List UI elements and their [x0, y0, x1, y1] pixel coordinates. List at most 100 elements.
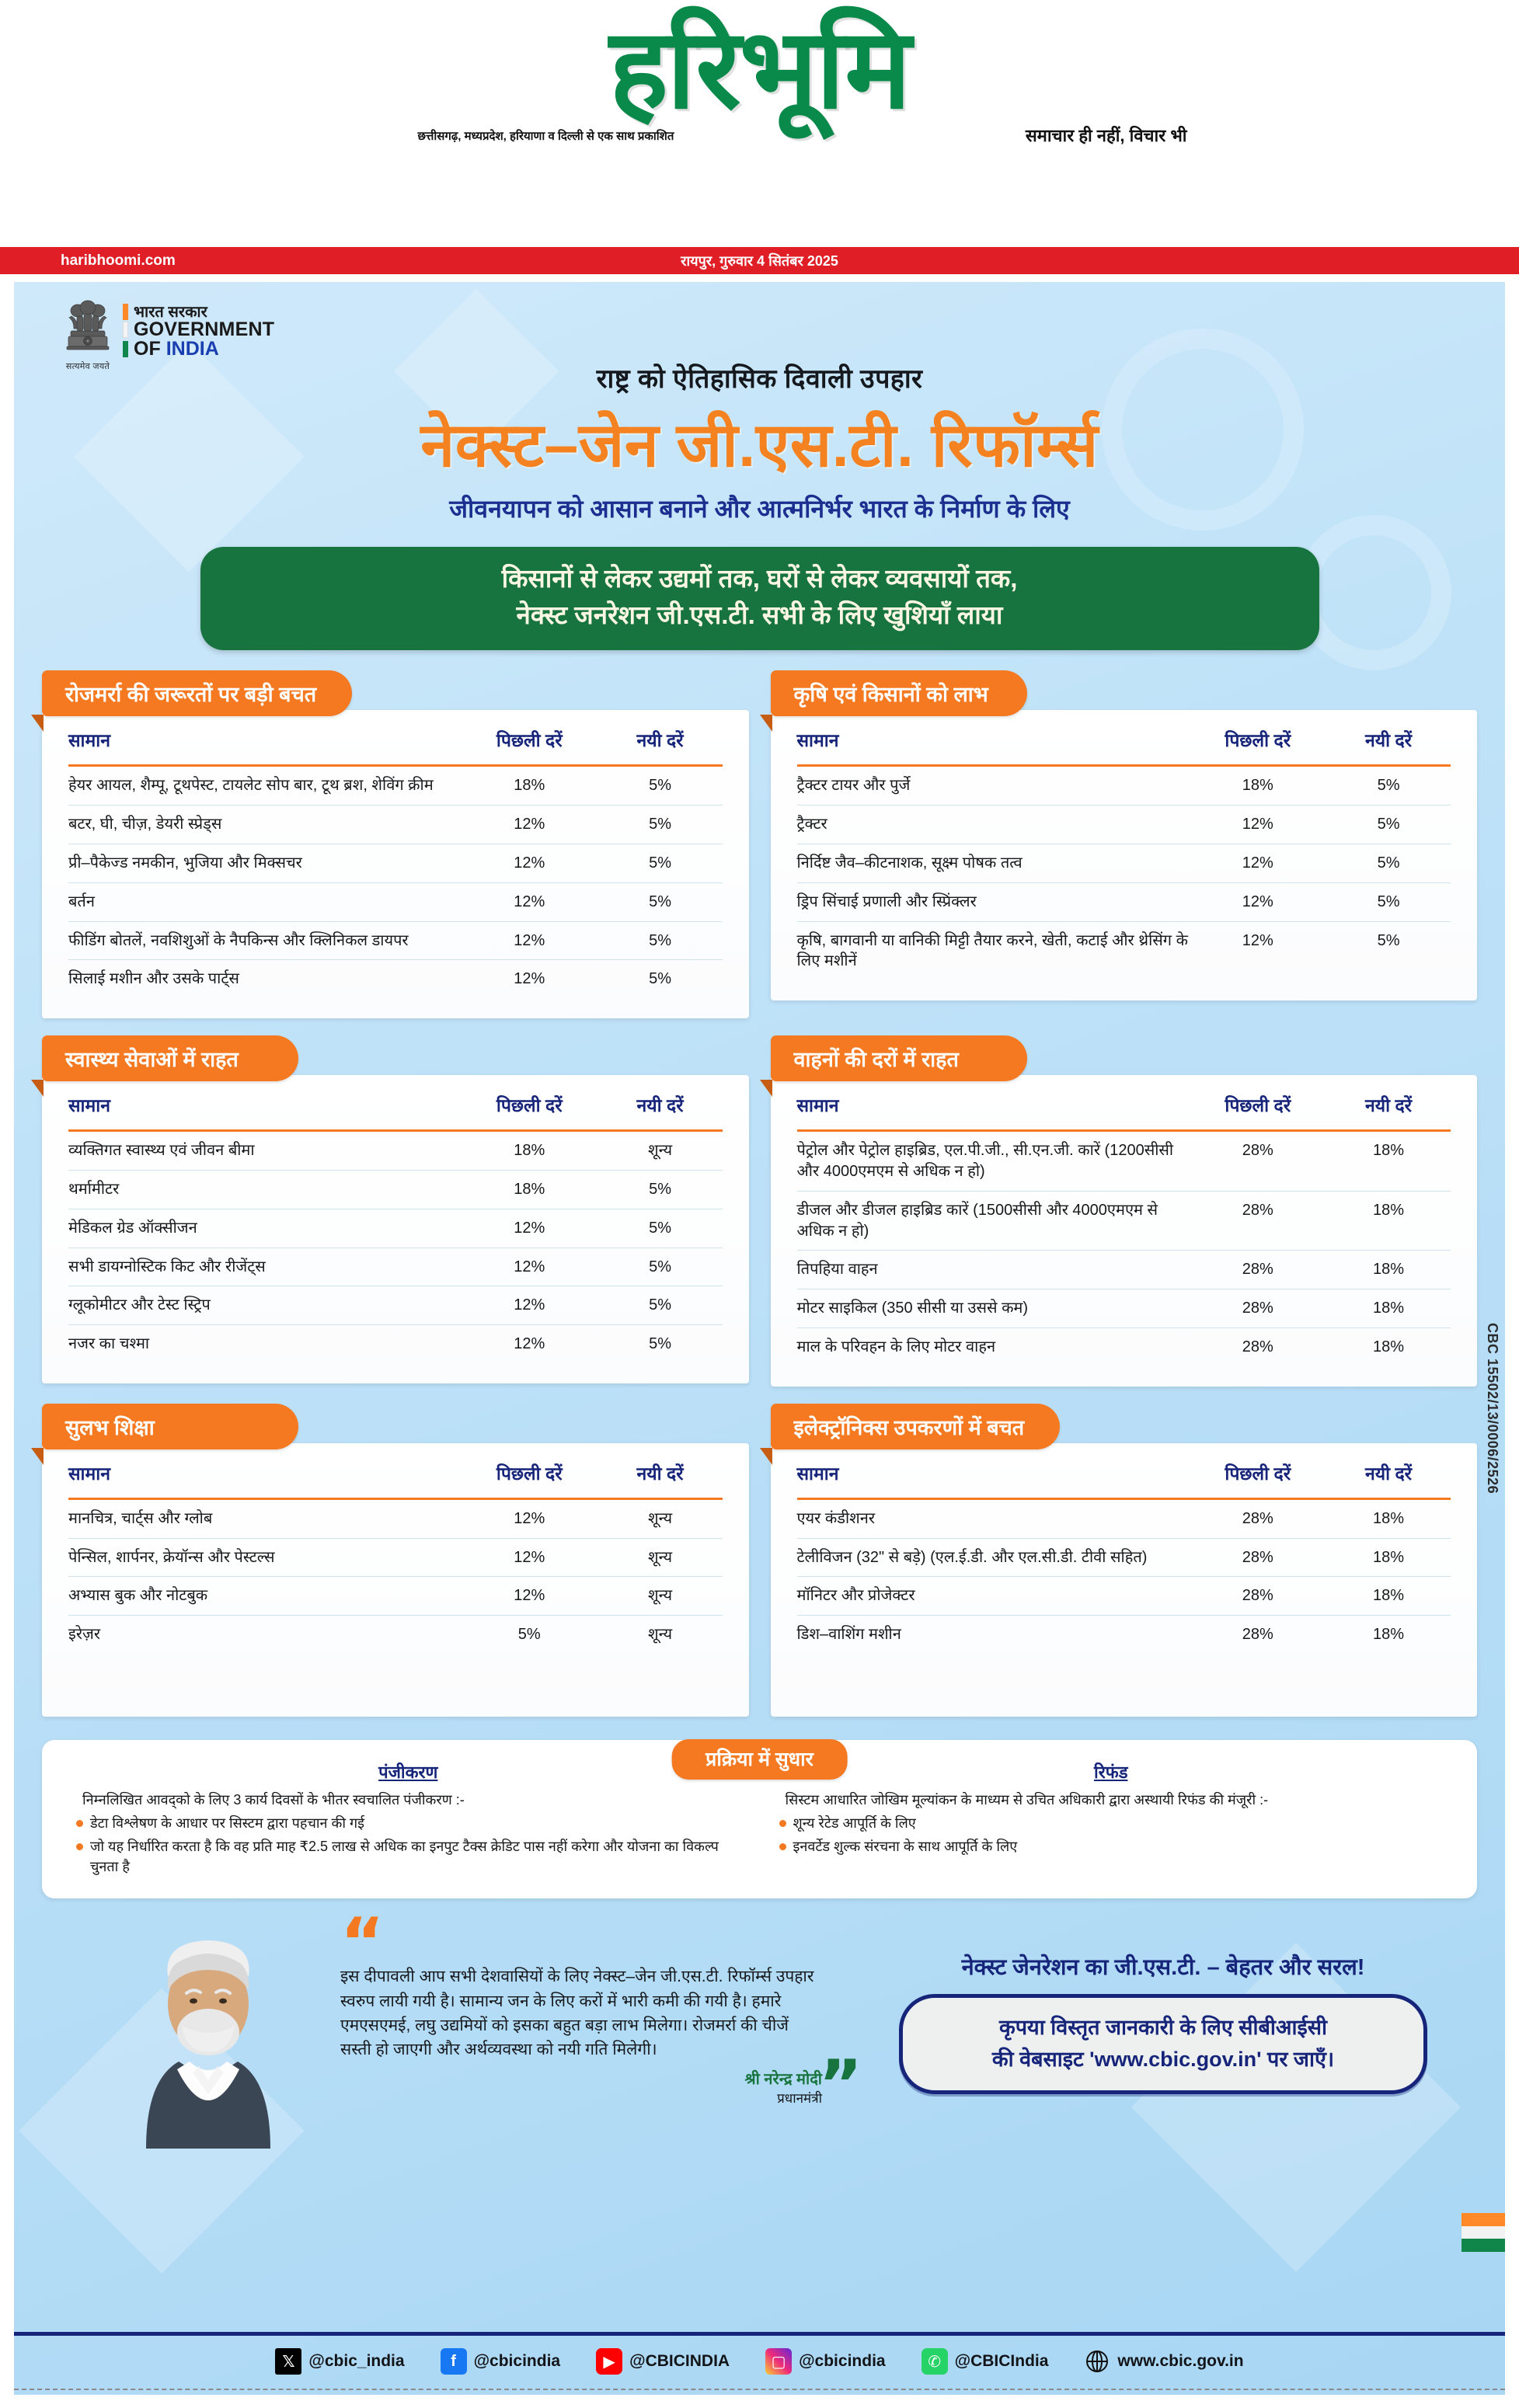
ashoka-emblem-icon: सत्यमेव जयते [59, 299, 117, 372]
cell-new-rate: 5% [597, 1209, 723, 1248]
column-header-new-rate: नयी दरें [636, 1095, 684, 1116]
table-row: व्यक्तिगत स्वास्थ्य एवं जीवन बीमा 18% शून्… [68, 1130, 723, 1171]
social-link[interactable]: www.cbic.gov.in [1084, 2348, 1244, 2375]
cell-item-name: मॉनिटर और प्रोजेक्टर [796, 1576, 1190, 1616]
rate-card-title: वाहनों की दरों में राहत [759, 1035, 1027, 1098]
cell-item-name: ट्रैक्टर टायर और पुर्जे [796, 765, 1190, 806]
cell-new-rate: 5% [597, 882, 723, 922]
facebook-icon[interactable]: f [440, 2348, 467, 2375]
table-row: निर्दिष्ट जैव–कीटनाशक, सूक्ष्म पोषक तत्व… [796, 844, 1451, 883]
cell-old-rate: 28% [1189, 1576, 1327, 1616]
masthead-taglines: छत्तीसगढ़, मध्यप्रदेश, हरियाणा व दिल्ली … [232, 126, 1288, 148]
cell-new-rate: 5% [597, 921, 723, 961]
whatsapp-icon[interactable]: ✆ [921, 2348, 948, 2375]
registration-column: पंजीकरण निम्नलिखित आवद्को के लिए 3 कार्य… [73, 1760, 744, 1877]
rate-card-body: सामान पिछली दरें नयी दरें ट्रैक्टर टायर और … [770, 710, 1477, 1001]
youtube-icon[interactable]: ▶ [596, 2348, 623, 2375]
registration-heading: पंजीकरण [378, 1762, 438, 1782]
cta-website-pill[interactable]: कृपया विस्तृत जानकारी के लिए सीबीआईसी की… [899, 1994, 1427, 2095]
green-ribbon-banner: किसानों से लेकर उद्यमों तक, घरों से लेकर… [200, 546, 1319, 651]
cell-old-rate: 28% [1242, 1338, 1273, 1356]
flag-white-stripe [1462, 2225, 1505, 2239]
table-row: प्री–पैकेज्ड नमकीन, भुजिया और मिक्सचर 12%… [68, 844, 723, 883]
cell-item-name: ड्रिप सिंचाई प्रणाली और स्प्रिंक्लर [796, 882, 1190, 922]
refund-bullets: शून्य रेटेड आपूर्ति के लिए इनवर्टेड शुल्क… [776, 1813, 1447, 1856]
social-handle: @cbicindia [799, 2352, 886, 2370]
instagram-icon[interactable]: ▢ [765, 2348, 793, 2375]
social-link[interactable]: ▢ @cbicindia [765, 2348, 886, 2375]
column-header-new-rate: नयी दरें [636, 1463, 684, 1484]
cell-item-name: इरेज़र [68, 1626, 101, 1644]
rate-card: कृषि एवं किसानों को लाभ सामान पिछली दरें नय… [759, 670, 1477, 1018]
table-row: तिपहिया वाहन 28% 18% [796, 1250, 1451, 1290]
publication-dateline: रायपुर, गुरुवार 4 सितंबर 2025 [681, 252, 838, 269]
cell-old-rate: 18% [1189, 765, 1327, 806]
cell-old-rate: 28% [1189, 1191, 1327, 1251]
cell-item-name: हेयर आयल, शैम्पू, टूथपेस्ट, टायलेट सोप ब… [68, 765, 461, 806]
cell-item-name: डिश–वाशिंग मशीन [796, 1626, 901, 1644]
cell-new-rate: 5% [597, 1247, 723, 1287]
social-media-bar: 𝕏 @cbic_india f @cbicindia ▶ @CBICINDIA ▢ @cbic… [14, 2332, 1505, 2375]
registration-bullets: डेटा विश्लेषण के आधार पर सिस्टम द्वारा प… [73, 1813, 744, 1877]
social-link[interactable]: 𝕏 @cbic_india [275, 2348, 405, 2375]
goi-english-row-2: OF INDIA [123, 339, 274, 359]
quote-close-mark-icon: ” [818, 2045, 862, 2124]
column-header-old-rate: पिछली दरें [496, 730, 563, 751]
column-header-old-rate: पिछली दरें [1225, 1463, 1291, 1484]
quote-block: “ इस दीपावली आप सभी देशवासियों के लिए ने… [340, 1909, 862, 2118]
rate-table: सामान पिछली दरें नयी दरें व्यक्तिगत स्वास्थ… [68, 1092, 723, 1363]
masthead: हरिभूमि छत्तीसगढ़, मध्यप्रदेश, हरियाणा व… [0, 0, 1519, 247]
headline-kicker: राष्ट्र को ऐतिहासिक दिवाली उपहार [596, 364, 923, 394]
registration-bullet: डेटा विश्लेषण के आधार पर सिस्टम द्वारा प… [73, 1813, 744, 1833]
cell-item-name: निर्दिष्ट जैव–कीटनाशक, सूक्ष्म पोषक तत्व [796, 844, 1190, 883]
cell-new-rate: 18% [1326, 1576, 1451, 1616]
cell-new-rate: 18% [1326, 1130, 1451, 1192]
cell-item-name: मेडिकल ग्रेड ऑक्सीजन [68, 1209, 461, 1248]
cell-item-name: माल के परिवहन के लिए मोटर वाहन [796, 1338, 996, 1356]
cell-item-name: बटर, घी, चीज़, डेयरी स्प्रेड्स [68, 805, 461, 845]
table-header-row: सामान पिछली दरें नयी दरें [68, 727, 723, 766]
cell-new-rate: शून्य [648, 1626, 673, 1644]
cell-old-rate: 28% [1189, 1538, 1327, 1578]
table-row: डिश–वाशिंग मशीन 28% 18% [797, 1616, 1451, 1654]
flag-saffron-stripe [1462, 2213, 1505, 2226]
cell-new-rate: 5% [1326, 844, 1451, 883]
cell-new-rate: 5% [597, 844, 723, 883]
table-row: ग्लूकोमीटर और टेस्ट स्ट्रिप 12% 5% [68, 1286, 723, 1326]
cell-item-name: नजर का चश्मा [68, 1335, 150, 1353]
rate-card: रोजमर्रा की जरूरतों पर बड़ी बचत सामान पिछल… [30, 670, 749, 1019]
publication-website-link[interactable]: haribhoomi.com [61, 252, 176, 269]
satyamev-jayate-motto: सत्यमेव जयते [65, 362, 110, 371]
column-header-new-rate: नयी दरें [1365, 730, 1413, 751]
cell-old-rate: 28% [1189, 1130, 1327, 1192]
social-link[interactable]: f @cbicindia [440, 2348, 560, 2375]
government-of-india-logo: सत्यमेव जयते भारत सरकार GOVERNMENT OF IN… [59, 299, 274, 372]
cell-item-name: मोटर साइकिल (350 सीसी या उससे कम) [796, 1289, 1190, 1329]
social-link[interactable]: ✆ @CBICIndia [921, 2348, 1049, 2375]
x-twitter-icon[interactable]: 𝕏 [275, 2348, 302, 2375]
cell-old-rate: 12% [460, 1538, 598, 1578]
publication-slogan: समाचार ही नहीं, विचार भी [1025, 126, 1187, 145]
table-header-row: सामान पिछली दरें नयी दरें [68, 1092, 723, 1131]
table-row: फीडिंग बोतलें, नवशिशुओं के नैपकिन्स और क… [68, 921, 723, 961]
column-header-item: सामान [68, 1095, 110, 1116]
decor-gear-2 [1296, 515, 1451, 670]
cell-new-rate: 5% [597, 1286, 723, 1326]
social-handle: @CBICIndia [954, 2352, 1049, 2370]
refund-heading: रिफंड [1094, 1762, 1128, 1782]
cell-new-rate: 18% [1373, 1626, 1405, 1644]
cell-item-name: अभ्यास बुक और नोटबुक [68, 1576, 461, 1616]
table-row: माल के परिवहन के लिए मोटर वाहन 28% 18% [797, 1328, 1451, 1366]
cell-item-name: ट्रैक्टर [796, 805, 1190, 845]
globe-icon[interactable] [1084, 2348, 1110, 2375]
cbic-website-url[interactable]: 'www.cbic.gov.in' [1089, 2047, 1262, 2071]
goi-government-label: GOVERNMENT [134, 318, 275, 340]
table-header-row: सामान पिछली दरें नयी दरें [796, 1092, 1451, 1131]
cell-old-rate: 12% [1189, 844, 1327, 883]
social-link[interactable]: ▶ @CBICINDIA [596, 2348, 730, 2375]
refund-bullet: इनवर्टेड शुल्क संरचना के साथ आपूर्ति के … [776, 1836, 1447, 1856]
rate-card-title: स्वास्थ्य सेवाओं में राहत [31, 1035, 298, 1098]
cell-old-rate: 18% [460, 1130, 598, 1171]
cell-old-rate: 18% [460, 765, 598, 806]
table-row: डीजल और डीजल हाइब्रिड कारें (1500सीसी और… [796, 1191, 1451, 1251]
